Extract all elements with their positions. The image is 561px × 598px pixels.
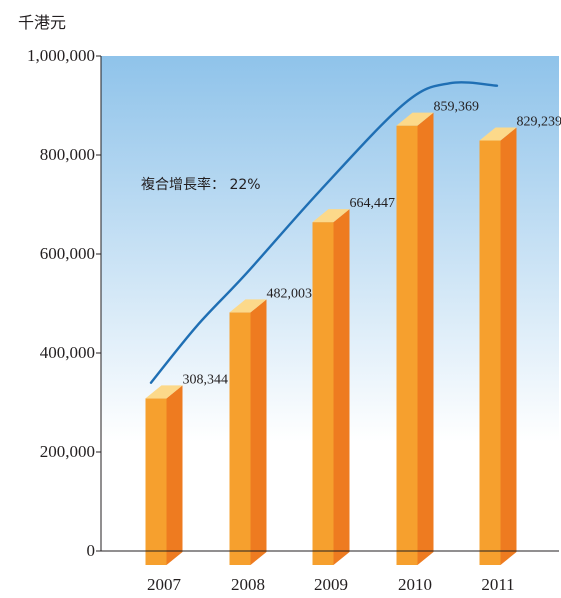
x-tick-label: 2008 xyxy=(231,575,265,594)
bar-top xyxy=(145,385,183,399)
trend-curve xyxy=(149,81,499,384)
bar-2010 xyxy=(396,112,434,566)
data-label: 482,003 xyxy=(267,286,313,301)
y-tick-label: 0 xyxy=(87,541,96,560)
data-label: 859,369 xyxy=(434,100,480,115)
x-tick-label: 2007 xyxy=(147,575,182,594)
bar-top xyxy=(479,127,517,141)
bar-side xyxy=(417,112,434,566)
x-tick-label: 2011 xyxy=(481,575,514,594)
y-tick-label: 800,000 xyxy=(40,145,95,164)
bar-front xyxy=(312,222,334,565)
bar-front xyxy=(229,312,251,565)
bar-2009 xyxy=(312,209,350,565)
bar-side xyxy=(500,127,517,565)
cagr-annotation: 複合增長率： 22% xyxy=(141,176,261,193)
y-tick-label: 400,000 xyxy=(40,343,95,362)
bar-side xyxy=(333,209,350,565)
bar-top xyxy=(396,112,434,126)
bar-front xyxy=(479,140,501,566)
bar-front xyxy=(396,125,418,566)
data-labels: 308,344 482,003 664,447 859,369 829,239 xyxy=(183,100,561,388)
x-tick-label: 2009 xyxy=(314,575,348,594)
data-label: 308,344 xyxy=(183,372,229,387)
data-label: 829,239 xyxy=(517,115,561,130)
y-tick-label: 1,000,000 xyxy=(27,46,95,65)
bar-top xyxy=(229,299,267,313)
y-unit-label: 千港元 xyxy=(18,13,66,32)
bar-2007 xyxy=(145,385,183,565)
bar-2008 xyxy=(229,299,267,565)
x-axis: 2007 2008 2009 2010 2011 xyxy=(101,550,559,594)
x-tick-label: 2010 xyxy=(398,575,432,594)
bar-top xyxy=(312,209,350,223)
y-axis: 0 200,000 400,000 600,000 800,000 1,000,000 xyxy=(27,46,102,560)
bar-2011 xyxy=(479,127,517,566)
bar-side xyxy=(250,299,267,565)
y-tick-label: 600,000 xyxy=(40,244,95,263)
bars xyxy=(145,112,517,566)
bar-side xyxy=(166,385,183,565)
data-label: 664,447 xyxy=(350,196,396,211)
y-tick-label: 200,000 xyxy=(40,442,95,461)
bar-front xyxy=(145,398,167,565)
